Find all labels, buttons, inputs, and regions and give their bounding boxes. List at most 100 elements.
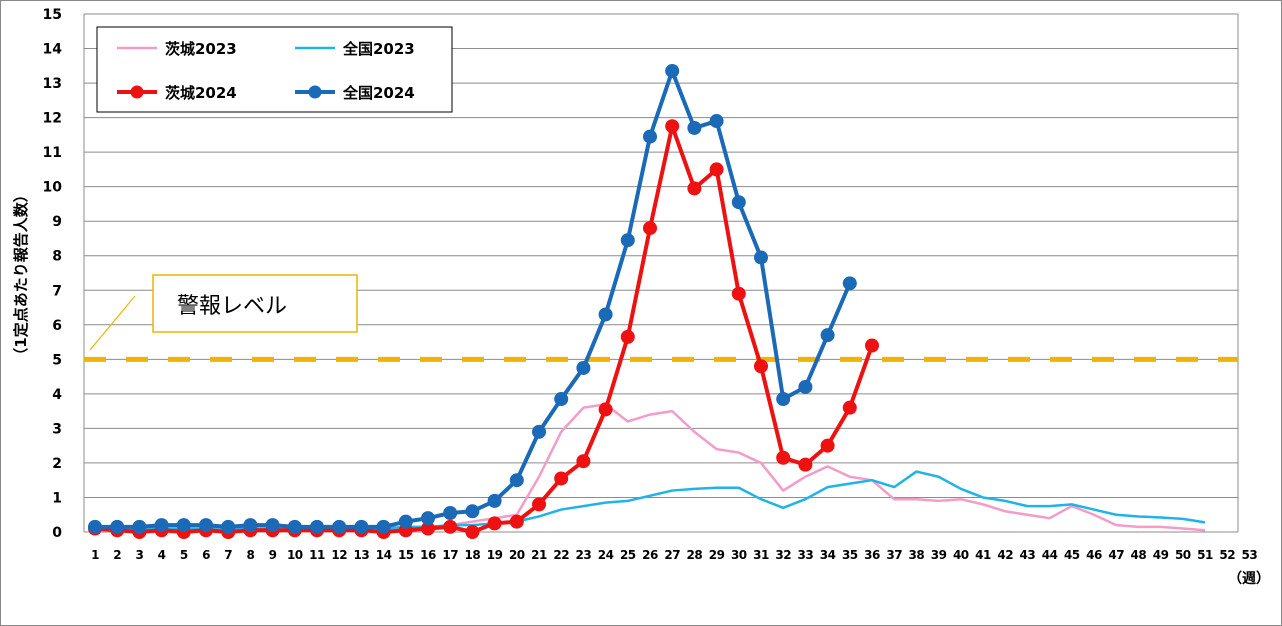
data-point xyxy=(665,63,680,78)
data-point xyxy=(421,521,435,536)
x-tick-label: 9 xyxy=(269,548,277,562)
data-point xyxy=(620,233,635,248)
data-point xyxy=(842,400,857,415)
y-tick-label: 13 xyxy=(43,76,62,92)
data-point xyxy=(576,360,591,375)
data-point xyxy=(709,114,724,129)
data-point xyxy=(509,514,524,529)
data-point xyxy=(820,438,835,453)
data-point xyxy=(176,518,191,533)
y-tick-label: 15 xyxy=(43,7,62,23)
data-point xyxy=(487,516,502,531)
data-point xyxy=(310,519,324,534)
data-point xyxy=(154,518,169,533)
x-tick-label: 42 xyxy=(997,548,1013,562)
data-point xyxy=(598,307,613,322)
data-point xyxy=(265,518,280,533)
data-point xyxy=(554,392,569,407)
x-tick-label: 25 xyxy=(620,548,636,562)
data-point xyxy=(465,504,480,519)
legend-box xyxy=(96,26,453,113)
x-tick-label: 24 xyxy=(598,548,614,562)
x-tick-label: 39 xyxy=(931,548,947,562)
annotation-label: 警報レベル xyxy=(177,294,287,319)
x-axis-ticks: 1 2 3 4 5 6 7 8 9 10 11 12 13 14 15 16 17 18 19 20 21 22 23 24 2… xyxy=(91,548,1258,562)
x-tick-label: 51 xyxy=(1197,548,1213,562)
y-tick-label: 10 xyxy=(43,180,63,196)
legend-label: 茨城2024 xyxy=(165,84,237,102)
annotation-leader-line xyxy=(89,295,136,351)
y-tick-label: 12 xyxy=(43,111,62,127)
x-tick-label: 31 xyxy=(753,548,769,562)
data-point xyxy=(820,328,835,343)
x-tick-label: 7 xyxy=(224,548,232,562)
data-point xyxy=(287,519,302,534)
y-tick-label: 3 xyxy=(52,421,62,437)
x-tick-label: 52 xyxy=(1219,548,1235,562)
data-point xyxy=(199,518,213,533)
data-point xyxy=(532,424,546,439)
x-tick-label: 53 xyxy=(1242,548,1258,562)
data-point xyxy=(865,338,879,353)
data-point xyxy=(465,525,480,539)
series-3 xyxy=(88,63,857,534)
x-tick-label: 8 xyxy=(246,548,254,562)
data-point xyxy=(354,519,369,534)
data-point xyxy=(376,519,391,534)
x-tick-label: 10 xyxy=(287,548,303,562)
legend-items: 茨城2023 全国2023 茨城2024 全国2024 xyxy=(117,40,415,102)
data-point xyxy=(643,129,657,144)
data-point xyxy=(576,454,591,469)
data-point xyxy=(243,518,258,533)
y-tick-label: 0 xyxy=(52,525,62,541)
legend-swatch-marker xyxy=(308,85,322,99)
x-tick-label: 45 xyxy=(1064,548,1080,562)
y-tick-label: 4 xyxy=(52,387,62,403)
x-tick-label: 1 xyxy=(91,548,99,562)
data-point xyxy=(798,457,813,472)
y-axis-label: （1定点あたり報告人数） xyxy=(12,187,30,362)
x-tick-label: 3 xyxy=(135,548,143,562)
x-tick-label: 48 xyxy=(1131,548,1147,562)
data-point xyxy=(643,221,657,236)
data-point xyxy=(620,329,635,344)
data-point xyxy=(332,519,347,534)
x-tick-label: 40 xyxy=(953,548,969,562)
legend-label: 全国2024 xyxy=(342,84,415,102)
data-point xyxy=(110,519,125,534)
x-tick-label: 46 xyxy=(1086,548,1102,562)
legend-label: 茨城2023 xyxy=(165,40,237,58)
data-point xyxy=(687,181,702,196)
series-layer xyxy=(88,63,1206,539)
x-tick-label: 44 xyxy=(1042,548,1058,562)
data-point xyxy=(776,450,791,465)
data-point xyxy=(487,493,502,508)
data-point xyxy=(754,359,768,374)
x-tick-label: 15 xyxy=(398,548,414,562)
data-point xyxy=(598,402,613,417)
x-tick-label: 11 xyxy=(309,548,325,562)
x-tick-label: 19 xyxy=(487,548,503,562)
legend-swatch-marker xyxy=(130,85,144,99)
x-tick-label: 18 xyxy=(465,548,481,562)
x-tick-label: 12 xyxy=(331,548,347,562)
data-point xyxy=(798,379,813,394)
x-tick-label: 2 xyxy=(113,548,121,562)
x-tick-label: 5 xyxy=(180,548,188,562)
legend: 茨城2023 全国2023 茨城2024 全国2024 xyxy=(96,26,453,113)
x-tick-label: 20 xyxy=(509,548,525,562)
data-point xyxy=(776,392,791,407)
x-tick-label: 30 xyxy=(731,548,747,562)
data-point xyxy=(132,519,147,534)
data-point xyxy=(443,519,458,534)
data-point xyxy=(665,119,680,134)
x-tick-label: 41 xyxy=(975,548,991,562)
legend-label: 全国2023 xyxy=(342,40,415,58)
y-tick-label: 6 xyxy=(52,318,62,334)
x-tick-label: 21 xyxy=(531,548,547,562)
x-tick-label: 13 xyxy=(354,548,370,562)
data-point xyxy=(709,162,724,177)
data-point xyxy=(687,120,702,135)
alert-annotation: 警報レベル xyxy=(89,274,358,351)
x-tick-label: 28 xyxy=(687,548,703,562)
